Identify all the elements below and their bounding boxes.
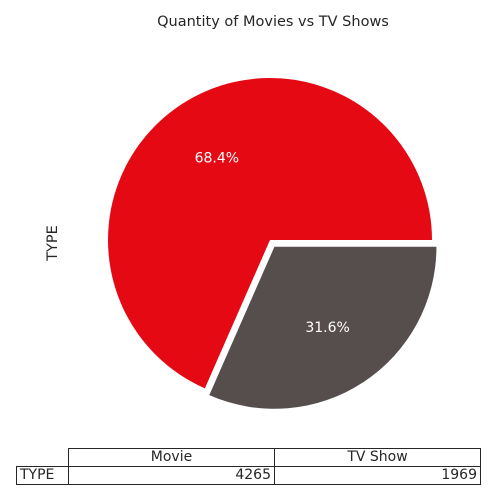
table-cell-tv-show-count: 1969: [274, 466, 481, 485]
pie-slice-movie: [108, 78, 433, 389]
table-cell-movie-count: 4265: [68, 466, 275, 485]
pie-label-tv-show: 31.6%: [305, 320, 349, 336]
pie-label-movie: 68.4%: [195, 151, 239, 167]
table-column-header-movie: Movie: [68, 448, 275, 467]
pie-slice-tv-show: [209, 246, 437, 409]
data-table: Movie TV Show TYPE 4265 1969: [16, 448, 481, 485]
table-corner-cell: [17, 449, 69, 467]
table-row: TYPE 4265 1969: [16, 466, 481, 485]
table-row-header: TYPE: [16, 466, 69, 485]
table-column-header-tv-show: TV Show: [274, 448, 481, 467]
table-header-row: Movie TV Show: [17, 448, 481, 467]
chart-title: Quantity of Movies vs TV Shows: [157, 14, 389, 30]
pie-chart: 68.4% 31.6%: [108, 78, 437, 409]
